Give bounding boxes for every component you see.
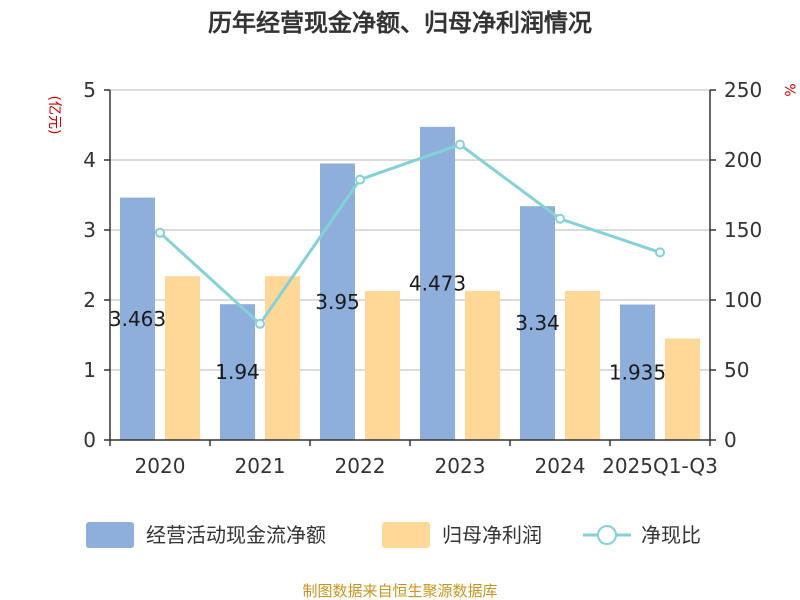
legend-label-ratio: 净现比 [641, 523, 701, 547]
left-axis-tick-label: 5 [83, 78, 96, 102]
bar-net-profit [365, 290, 400, 440]
data-label-cash-flow: 4.473 [409, 271, 466, 295]
source-note: 制图数据来自恒生聚源数据库 [302, 582, 497, 600]
x-axis-tick-label: 2022 [335, 454, 386, 478]
ratio-point [455, 139, 465, 150]
left-axis-tick-label: 3 [83, 218, 96, 242]
bar-cash-flow [520, 206, 555, 440]
ratio-line-path [158, 142, 661, 327]
bar-cash-flow [620, 304, 655, 440]
ratio-line [155, 139, 665, 329]
bar-cash-flow [420, 126, 455, 440]
right-axis-tick-label: 200 [724, 148, 762, 172]
legend-label-cash-flow: 经营活动现金流净额 [146, 523, 326, 547]
bar-net-profit [465, 290, 500, 440]
bar-net-profit [165, 276, 200, 440]
x-axis-tick-label: 2021 [235, 454, 286, 478]
ratio-point [555, 213, 565, 224]
right-axis-tick-label: 250 [724, 78, 762, 102]
ratio-point [355, 174, 365, 185]
legend: 经营活动现金流净额 归母净利润 净现比 [86, 522, 701, 548]
bars [120, 126, 700, 440]
bar-cash-flow [220, 304, 255, 440]
bar-cash-flow [120, 197, 155, 440]
right-axis-tick-label: 0 [724, 428, 737, 452]
bar-net-profit [265, 276, 300, 440]
grid-lines [110, 89, 710, 371]
legend-swatch-net-profit [382, 522, 430, 548]
ratio-point [655, 247, 665, 258]
left-axis-tick-label: 1 [83, 358, 96, 382]
data-label-cash-flow: 3.34 [515, 311, 560, 335]
ratio-point [155, 227, 165, 238]
data-label-cash-flow: 3.463 [109, 307, 166, 331]
x-axis-tick-label: 2024 [535, 454, 586, 478]
data-label-cash-flow: 3.95 [315, 290, 360, 314]
data-label-cash-flow: 1.935 [609, 360, 666, 384]
right-axis-tick-label: 150 [724, 218, 762, 242]
right-axis-unit: % [781, 83, 797, 96]
right-axis-tick-label: 50 [724, 358, 749, 382]
ratio-point [255, 318, 265, 329]
data-label-cash-flow: 1.94 [215, 360, 260, 384]
data-labels: 3.463 1.94 3.95 4.473 3.34 1.935 [109, 271, 666, 384]
x-axis-tick-label: 2023 [435, 454, 486, 478]
left-axis-unit: (亿元) [46, 96, 62, 135]
legend-swatch-cash-flow [86, 522, 134, 548]
bar-net-profit [665, 338, 700, 440]
right-axis-tick-label: 100 [724, 288, 762, 312]
legend-label-net-profit: 归母净利润 [442, 523, 542, 547]
left-axis-tick-label: 4 [83, 148, 96, 172]
bar-net-profit [565, 290, 600, 440]
legend-swatch-ratio-marker [597, 525, 617, 545]
x-axis-tick-label: 2025Q1-Q3 [602, 454, 718, 478]
x-axis-tick-label: 2020 [135, 454, 186, 478]
left-axis-tick-label: 0 [83, 428, 96, 452]
left-axis-tick-label: 2 [83, 288, 96, 312]
chart-title: 历年经营现金净额、归母净利润情况 [208, 9, 592, 37]
